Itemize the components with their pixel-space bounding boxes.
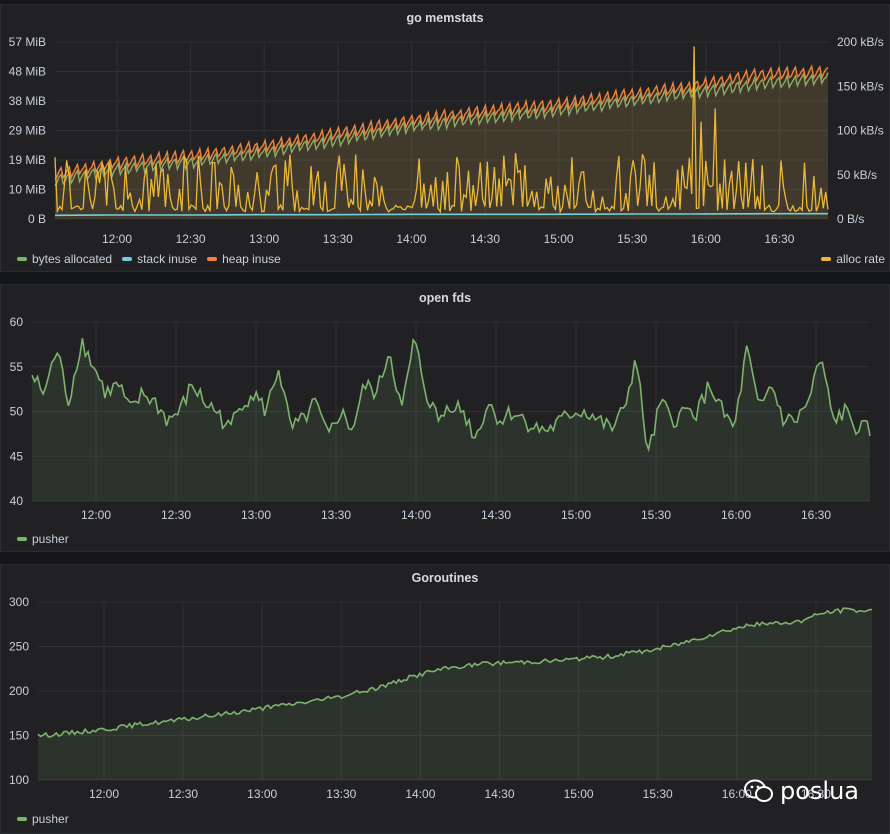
- x-tick-label: 14:00: [396, 232, 426, 246]
- panel-title[interactable]: go memstats: [406, 11, 484, 25]
- legend-item-pusher[interactable]: pusher: [17, 532, 69, 546]
- y-tick-label: 40: [10, 494, 24, 508]
- panel-open-fds[interactable]: open fds 40 45 50 55 60 12:00 12:30 13:00 13:30 1…: [0, 284, 890, 552]
- y-tick-label: 100: [9, 773, 29, 787]
- x-tick-label: 13:00: [247, 787, 277, 801]
- series-area-pusher: [38, 608, 872, 780]
- x-tick-label: 13:30: [323, 232, 353, 246]
- x-tick-label: 15:30: [641, 508, 671, 522]
- y-tick-label: 200: [9, 684, 29, 698]
- open-fds-chart[interactable]: 40 45 50 55 60 12:00 12:30 13:00 13:30 14:00 14:30…: [1, 285, 889, 551]
- y-tick-label: 45: [10, 449, 24, 463]
- series-line-pusher: [37, 607, 873, 738]
- legend-left: pusher: [17, 532, 79, 546]
- y-right-tick-label: 100 kB/s: [837, 124, 884, 138]
- legend-swatch: [17, 257, 27, 261]
- legend-label: stack inuse: [137, 252, 198, 266]
- panel-go-memstats[interactable]: go memstats 0 B 10 MiB 19 MiB 29 MiB 38 MiB 4…: [0, 4, 890, 272]
- y-left-tick-label: 48 MiB: [9, 65, 46, 79]
- y-left-tick-label: 0 B: [28, 212, 46, 226]
- panel-title[interactable]: Goroutines: [411, 571, 479, 585]
- x-tick-label: 15:00: [564, 787, 594, 801]
- legend-item-pusher[interactable]: pusher: [17, 812, 69, 826]
- legend-swatch: [17, 817, 27, 821]
- y-tick-label: 300: [9, 595, 29, 609]
- y-left-tick-label: 10 MiB: [9, 183, 46, 197]
- x-tick-label: 15:30: [643, 787, 673, 801]
- x-tick-label: 15:00: [561, 508, 591, 522]
- legend-item-bytes-allocated[interactable]: bytes allocated: [17, 252, 112, 266]
- x-tick-label: 13:30: [321, 508, 351, 522]
- y-left-tick-label: 57 MiB: [9, 35, 46, 49]
- legend-label: pusher: [32, 532, 69, 546]
- y-left-tick-label: 38 MiB: [9, 94, 46, 108]
- x-tick-label: 12:00: [102, 232, 132, 246]
- x-tick-label: 16:30: [801, 508, 831, 522]
- panel-goroutines[interactable]: Goroutines 100 150 200 250 300 12:00 12:30 13:0…: [0, 564, 890, 834]
- memstats-chart[interactable]: 0 B 10 MiB 19 MiB 29 MiB 38 MiB 48 MiB 57 MiB 0…: [1, 5, 889, 271]
- series-area-heap-inuse: [55, 66, 828, 219]
- y-tick-label: 250: [9, 640, 29, 654]
- series-line-heap-inuse: [54, 64, 829, 180]
- y-right-tick-label: 50 kB/s: [837, 168, 877, 182]
- x-tick-label: 16:30: [801, 787, 831, 801]
- series-line-alloc-rate: [54, 46, 829, 215]
- x-tick-label: 14:00: [405, 787, 435, 801]
- x-tick-label: 12:30: [161, 508, 191, 522]
- x-tick-label: 14:30: [470, 232, 500, 246]
- goroutines-chart[interactable]: 100 150 200 250 300 12:00 12:30 13:00 13:30 14:00…: [1, 565, 889, 833]
- legend-label: alloc rate: [836, 252, 885, 266]
- series-area-bytes-allocated: [55, 72, 828, 219]
- x-tick-label: 14:30: [481, 508, 511, 522]
- series-line-stack-inuse: [54, 212, 828, 217]
- watermark: poslua: [743, 777, 859, 805]
- wechat-icon: [743, 779, 773, 802]
- x-tick-label: 12:30: [168, 787, 198, 801]
- legend-left: pusher: [17, 812, 79, 826]
- x-tick-label: 13:30: [326, 787, 356, 801]
- y-right-tick-label: 200 kB/s: [837, 35, 884, 49]
- y-tick-label: 150: [9, 729, 29, 743]
- legend-label: heap inuse: [222, 252, 281, 266]
- legend-right: alloc rate: [821, 252, 885, 266]
- x-tick-label: 12:30: [176, 232, 206, 246]
- series-area-pusher: [32, 338, 870, 501]
- x-tick-label: 16:00: [691, 232, 721, 246]
- panel-title[interactable]: open fds: [418, 291, 472, 305]
- legend-swatch: [17, 537, 27, 541]
- x-tick-label: 16:30: [764, 232, 794, 246]
- legend-item-stack-inuse[interactable]: stack inuse: [122, 252, 197, 266]
- y-right-tick-label: 0 B/s: [837, 212, 864, 226]
- y-left-tick-label: 19 MiB: [9, 153, 46, 167]
- series-line-pusher: [31, 337, 871, 453]
- x-tick-label: 14:00: [401, 508, 431, 522]
- x-tick-label: 12:00: [81, 508, 111, 522]
- x-tick-label: 15:30: [617, 232, 647, 246]
- y-left-tick-label: 29 MiB: [9, 124, 46, 138]
- y-right-tick-label: 150 kB/s: [837, 79, 884, 93]
- x-tick-label: 16:00: [721, 508, 751, 522]
- legend-swatch: [207, 257, 218, 261]
- x-tick-label: 12:00: [89, 787, 119, 801]
- legend-item-heap-inuse[interactable]: heap inuse: [207, 252, 281, 266]
- legend-swatch: [821, 257, 832, 261]
- legend-left: bytes allocated stack inuse heap inuse: [17, 252, 291, 266]
- legend-swatch: [122, 257, 133, 261]
- legend-label: pusher: [32, 812, 69, 826]
- y-tick-label: 60: [10, 315, 24, 329]
- x-tick-label: 14:30: [484, 787, 514, 801]
- x-tick-label: 13:00: [241, 508, 271, 522]
- x-tick-label: 15:00: [544, 232, 574, 246]
- x-tick-label: 13:00: [249, 232, 279, 246]
- y-tick-label: 50: [10, 405, 24, 419]
- legend-item-alloc-rate[interactable]: alloc rate: [821, 252, 885, 266]
- watermark-text: poslua: [779, 777, 859, 805]
- legend-label: bytes allocated: [32, 252, 113, 266]
- y-tick-label: 55: [10, 360, 24, 374]
